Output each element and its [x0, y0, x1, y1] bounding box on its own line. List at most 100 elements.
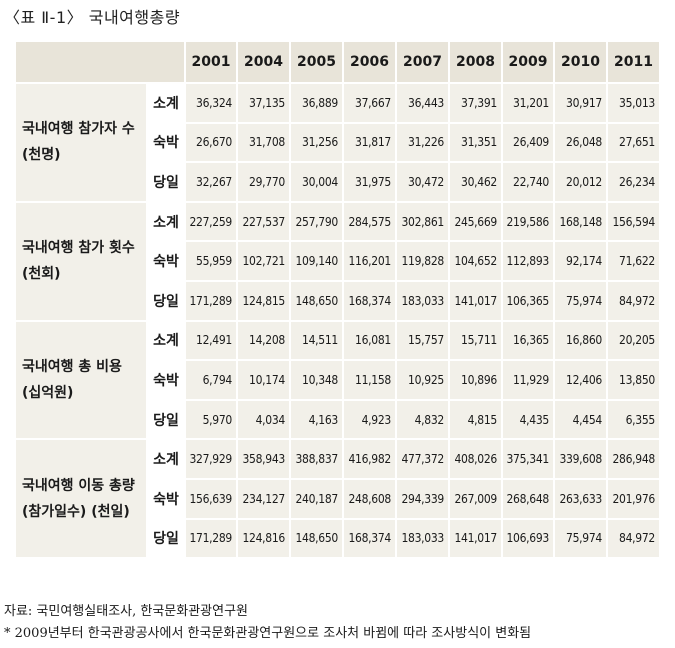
value-cell: 4,163	[289, 398, 344, 441]
year-header: 2011	[606, 40, 661, 84]
value-cell: 109,140	[289, 240, 344, 282]
row-label: 당일	[146, 161, 186, 203]
group-title-line1: 국내여행 참가자 수	[22, 121, 135, 138]
value-cell: 148,650	[289, 517, 344, 560]
value-cell: 4,923	[342, 398, 397, 441]
group-title-unit: (천명)	[22, 147, 61, 164]
value-cell: 156,594	[606, 200, 661, 243]
value-cell: 248,608	[342, 477, 397, 520]
value-cell: 13,850	[606, 359, 661, 401]
value-cell: 30,462	[448, 161, 503, 203]
value-cell: 37,667	[342, 82, 397, 124]
year-header: 2004	[236, 40, 291, 84]
value-cell: 26,234	[606, 161, 661, 203]
value-cell: 201,976	[606, 477, 661, 520]
value-cell: 240,187	[289, 477, 344, 520]
value-cell: 5,970	[184, 398, 238, 441]
value-cell: 30,472	[395, 161, 450, 203]
data-table-container: 2001 2004 2005 2006 2007 2008 2009 2010 …	[14, 40, 661, 585]
value-cell: 4,815	[448, 398, 503, 441]
value-cell: 156,639	[184, 477, 238, 520]
value-cell: 408,026	[448, 438, 503, 480]
value-cell: 31,201	[501, 82, 555, 124]
value-cell: 141,017	[448, 517, 503, 560]
value-cell: 245,669	[448, 200, 503, 243]
value-cell: 375,341	[501, 438, 555, 480]
table-row: 당일 171,289 124,816 148,650 168,374 183,033 141…	[15, 517, 661, 560]
value-cell: 27,651	[606, 121, 661, 164]
group-title: 국내여행 이동 총량 (참가일수) (천일)	[14, 438, 148, 560]
value-cell: 20,012	[553, 161, 608, 203]
group-title: 국내여행 참가자 수 (천명)	[14, 82, 148, 203]
table-row: 당일 32,267 29,770 30,004 31,975 30,472 30,462 22…	[15, 161, 661, 203]
row-label: 숙박	[146, 359, 186, 401]
domestic-travel-table: 2001 2004 2005 2006 2007 2008 2009 2010 …	[14, 40, 661, 560]
value-cell: 286,948	[606, 438, 661, 480]
value-cell: 124,816	[236, 517, 291, 560]
value-cell: 16,365	[501, 319, 555, 362]
value-cell: 75,974	[553, 517, 608, 560]
value-cell: 55,959	[184, 240, 238, 282]
group-title-line1: 국내여행 총 비용	[22, 358, 122, 375]
value-cell: 36,443	[395, 82, 450, 124]
value-cell: 284,575	[342, 200, 397, 243]
value-cell: 12,406	[553, 359, 608, 401]
value-cell: 71,622	[606, 240, 661, 282]
row-label: 숙박	[146, 240, 186, 282]
value-cell: 4,454	[553, 398, 608, 441]
row-label: 소계	[146, 200, 186, 243]
value-cell: 168,374	[342, 517, 397, 560]
value-cell: 263,633	[553, 477, 608, 520]
table-row: 국내여행 이동 총량 (참가일수) (천일) 소계 327,929 358,943 388…	[14, 438, 661, 560]
value-cell: 148,650	[289, 279, 344, 322]
value-cell: 32,267	[184, 161, 238, 203]
group-title-unit: (십억원)	[22, 384, 74, 401]
value-cell: 10,925	[395, 359, 450, 401]
value-cell: 168,148	[553, 200, 608, 243]
group-title-unit: (천회)	[22, 266, 61, 283]
table-row: 당일 171,289 124,815 148,650 168,374 183,033 141…	[15, 279, 661, 322]
table-row: 국내여행 참가 횟수 (천회) 소계 227,259 227,537 257,790 284…	[14, 200, 661, 322]
value-cell: 31,351	[448, 121, 503, 164]
value-cell: 10,174	[236, 359, 291, 401]
row-label: 소계	[146, 438, 186, 480]
value-cell: 227,259	[184, 200, 238, 243]
header-corner	[14, 40, 186, 84]
table-row: 숙박 55,959 102,721 109,140 116,201 119,828 104,…	[15, 240, 661, 282]
year-header: 2005	[289, 40, 344, 84]
value-cell: 37,135	[236, 82, 291, 124]
value-cell: 183,033	[395, 517, 450, 560]
value-cell: 171,289	[184, 517, 238, 560]
value-cell: 92,174	[553, 240, 608, 282]
value-cell: 10,348	[289, 359, 344, 401]
value-cell: 234,127	[236, 477, 291, 520]
value-cell: 183,033	[395, 279, 450, 322]
row-label: 당일	[146, 517, 186, 560]
value-cell: 31,226	[395, 121, 450, 164]
year-header: 2009	[501, 40, 555, 84]
row-label: 당일	[146, 279, 186, 322]
value-cell: 37,391	[448, 82, 503, 124]
row-label: 당일	[146, 398, 186, 441]
table-row: 숙박 26,670 31,708 31,256 31,817 31,226 31,351 26…	[15, 121, 661, 164]
year-header: 2006	[342, 40, 397, 84]
value-cell: 11,158	[342, 359, 397, 401]
table-caption: 〈표 Ⅱ-1〉 국내여행총량	[4, 8, 181, 27]
value-cell: 20,205	[606, 319, 661, 362]
group-title: 국내여행 참가 횟수 (천회)	[14, 200, 148, 322]
value-cell: 6,794	[184, 359, 238, 401]
value-cell: 116,201	[342, 240, 397, 282]
value-cell: 339,608	[553, 438, 608, 480]
year-header: 2010	[553, 40, 608, 84]
value-cell: 119,828	[395, 240, 450, 282]
value-cell: 171,289	[184, 279, 238, 322]
value-cell: 35,013	[606, 82, 661, 124]
value-cell: 141,017	[448, 279, 503, 322]
value-cell: 22,740	[501, 161, 555, 203]
value-cell: 31,975	[342, 161, 397, 203]
value-cell: 268,648	[501, 477, 555, 520]
value-cell: 168,374	[342, 279, 397, 322]
value-cell: 75,974	[553, 279, 608, 322]
value-cell: 6,355	[606, 398, 661, 441]
value-cell: 112,893	[501, 240, 555, 282]
